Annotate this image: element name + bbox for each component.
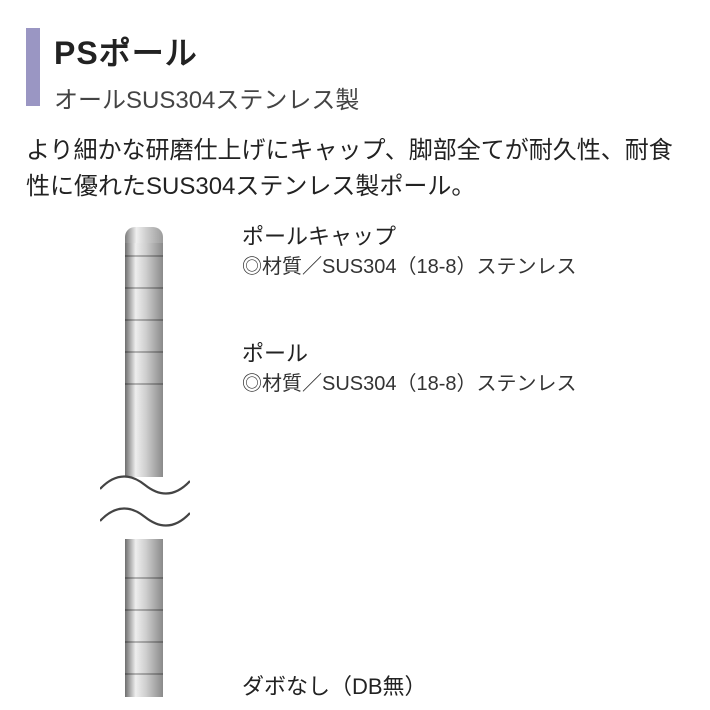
callout-sublabel-text: ◎材質／SUS304（18-8）ステンレス (242, 253, 577, 282)
callout-label: ダボなし（DB無） (242, 671, 427, 703)
callout-label-text: ポールキャップ (242, 221, 577, 253)
pole-groove (125, 641, 163, 643)
callout-sublabel-text: ◎材質／SUS304（18-8）ステンレス (242, 370, 577, 399)
pole-groove (125, 673, 163, 675)
pole-groove (125, 319, 163, 321)
callout-label-text: ダボなし（DB無） (242, 671, 427, 703)
pole-cap (125, 227, 163, 243)
break-wave-top-icon (100, 471, 190, 499)
pole-body (125, 241, 163, 697)
pole-groove (125, 351, 163, 353)
pole-groove (125, 383, 163, 385)
diagram: ポールキャップ◎材質／SUS304（18-8）ステンレスポール◎材質／SUS30… (0, 227, 710, 707)
pole-groove (125, 287, 163, 289)
callout-label: ポール◎材質／SUS304（18-8）ステンレス (242, 338, 577, 399)
page-title: PSポール (54, 28, 359, 74)
break-wave-bottom-icon (100, 503, 190, 531)
header: PSポール オールSUS304ステンレス製 (0, 0, 710, 115)
description-text: より細かな研磨仕上げにキャップ、脚部全てが耐久性、耐食性に優れたSUS304ステ… (0, 115, 710, 205)
accent-bar (26, 28, 40, 106)
callout-label: ポールキャップ◎材質／SUS304（18-8）ステンレス (242, 221, 577, 282)
page-subtitle: オールSUS304ステンレス製 (54, 80, 359, 115)
title-block: PSポール オールSUS304ステンレス製 (54, 28, 359, 115)
pole-groove (125, 577, 163, 579)
pole (125, 227, 163, 697)
pole-groove (125, 609, 163, 611)
callout-label-text: ポール (242, 338, 577, 370)
pole-groove (125, 255, 163, 257)
